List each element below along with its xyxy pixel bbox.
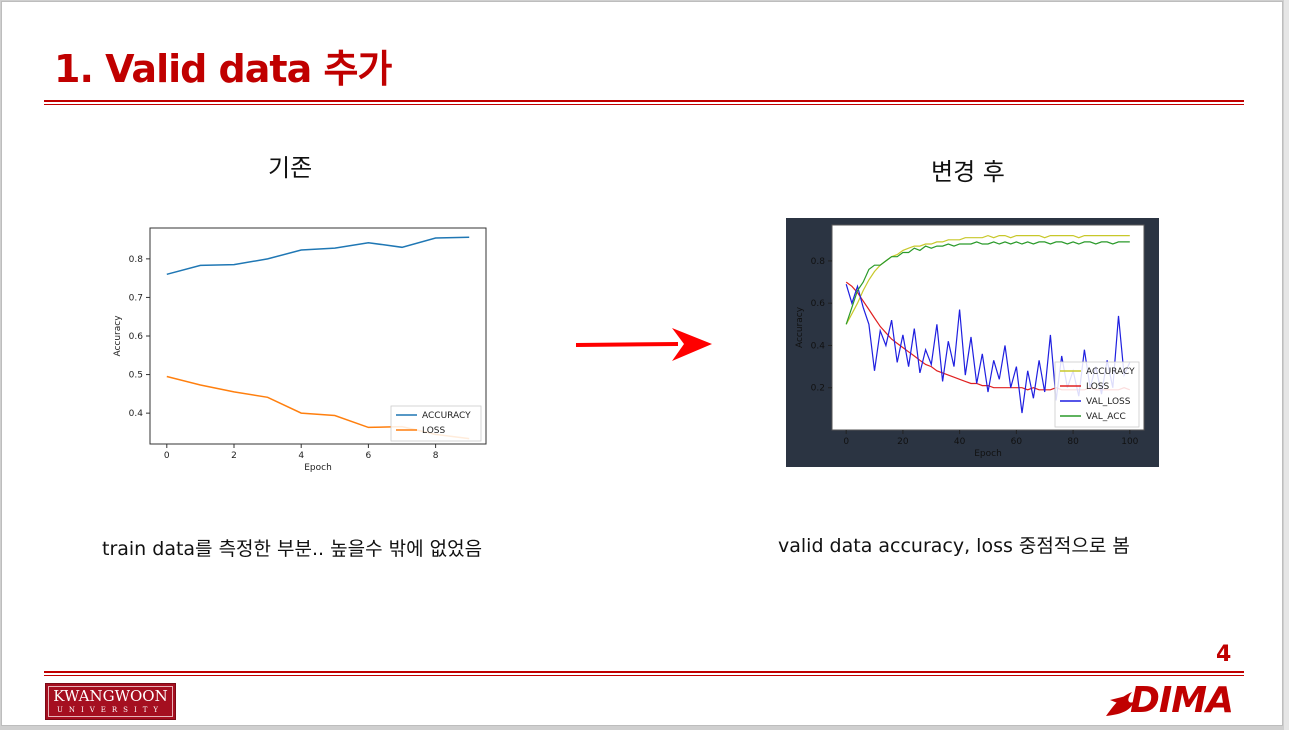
dima-dragon-icon <box>1106 692 1134 716</box>
footer-rule <box>44 671 1244 676</box>
kwangwoon-logo-sub: UNIVERSITY <box>56 706 165 714</box>
header-rule <box>44 100 1244 105</box>
legend-label: LOSS <box>1086 382 1109 392</box>
x-tick-label: 100 <box>1121 437 1138 447</box>
slide-title: 1. Valid data 추가 <box>54 47 392 91</box>
x-tick-label: 2 <box>231 451 237 461</box>
x-tick-label: 8 <box>433 451 439 461</box>
legend-label: ACCURACY <box>422 411 471 421</box>
legend-label: ACCURACY <box>1086 367 1135 377</box>
left-caption: train data를 측정한 부분.. 높을수 밖에 없었음 <box>102 538 483 560</box>
right-caption: valid data accuracy, loss 중점적으로 봄 <box>778 535 1130 557</box>
series-line-val-acc <box>845 241 1130 325</box>
legend-label: VAL_ACC <box>1086 412 1126 422</box>
y-tick-label: 0.8 <box>811 257 826 267</box>
x-tick-label: 0 <box>164 451 170 461</box>
legend-label: LOSS <box>422 426 445 436</box>
x-tick-label: 60 <box>1011 437 1023 447</box>
page-number: 4 <box>1216 642 1232 667</box>
x-tick-label: 40 <box>954 437 966 447</box>
y-tick-label: 0.2 <box>811 384 825 394</box>
chart-before: 0 2 4 6 8 0.4 0.5 0.6 0.7 0.8 Epoch Accuracy ACCURAC… <box>113 227 487 473</box>
x-tick-label: 4 <box>298 451 304 461</box>
x-tick-label: 0 <box>843 437 849 447</box>
y-tick-label: 0.6 <box>811 299 826 309</box>
kwangwoon-logo: KWANGWOON UNIVERSITY <box>45 683 176 720</box>
dima-logo: DIMA <box>1130 680 1234 721</box>
x-axis-label: Epoch <box>974 449 1002 459</box>
kwangwoon-logo-name: KWANGWOON <box>53 687 168 705</box>
right-heading: 변경 후 <box>931 158 1005 186</box>
chart-after: 0 20 40 60 80 100 0.2 0.4 0.6 0.8 Epoch Accuracy ACC… <box>795 224 1145 459</box>
y-tick-label: 0.6 <box>129 332 144 342</box>
y-tick-label: 0.4 <box>811 341 826 351</box>
y-tick-label: 0.8 <box>129 255 144 265</box>
x-tick-label: 20 <box>897 437 909 447</box>
y-axis-label: Accuracy <box>113 315 123 357</box>
right-arrow-icon <box>576 328 712 361</box>
y-axis-label: Accuracy <box>795 306 805 348</box>
legend-label: VAL_LOSS <box>1086 397 1131 407</box>
legend <box>390 405 482 442</box>
series-line-accuracy <box>845 234 1130 325</box>
x-tick-label: 6 <box>366 451 372 461</box>
y-tick-label: 0.7 <box>129 293 143 303</box>
x-tick-label: 80 <box>1067 437 1079 447</box>
x-axis-label: Epoch <box>304 463 332 473</box>
left-heading: 기존 <box>268 154 313 182</box>
y-tick-label: 0.4 <box>129 409 144 419</box>
y-tick-label: 0.5 <box>129 371 143 381</box>
scrollbar[interactable] <box>1284 0 1289 730</box>
series-line-accuracy <box>166 236 470 276</box>
